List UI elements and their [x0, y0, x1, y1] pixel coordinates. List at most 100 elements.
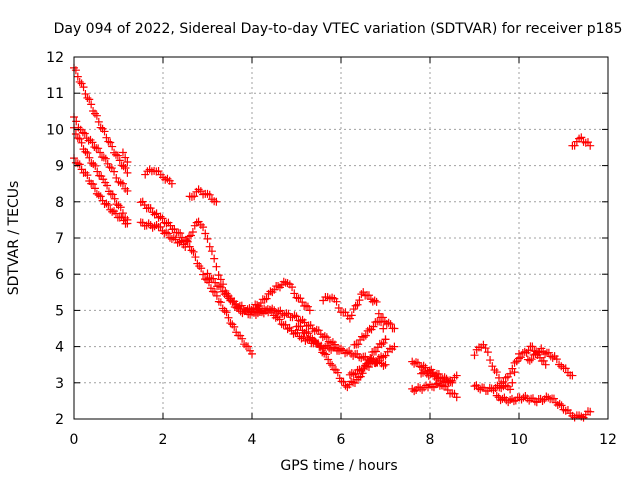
data-point: [303, 302, 312, 311]
series-arc-10: [203, 269, 314, 315]
data-point: [162, 228, 171, 237]
data-point: [555, 399, 564, 408]
data-point: [185, 232, 194, 241]
data-point: [539, 356, 548, 365]
series-arc-2: [70, 113, 132, 195]
data-point: [379, 324, 388, 333]
data-point: [77, 138, 86, 147]
data-point: [260, 304, 269, 313]
data-point: [238, 334, 247, 343]
data-point: [222, 308, 231, 317]
data-point: [314, 339, 323, 348]
data-point: [197, 264, 206, 273]
data-point: [517, 395, 526, 404]
data-point: [99, 175, 108, 184]
data-point: [470, 382, 479, 391]
data-point: [292, 293, 301, 302]
data-point: [94, 117, 103, 126]
data-point: [508, 364, 517, 373]
data-point: [415, 362, 424, 371]
data-point: [561, 364, 570, 373]
data-point: [84, 136, 93, 145]
data-point: [75, 160, 84, 169]
data-point: [103, 159, 112, 168]
data-point: [170, 224, 179, 233]
data-point: [230, 322, 239, 331]
data-point: [162, 219, 171, 228]
data-point: [506, 369, 515, 378]
data-point: [94, 144, 103, 153]
data-point: [386, 320, 395, 329]
data-point: [288, 283, 297, 292]
data-point: [419, 361, 428, 370]
data-point: [410, 359, 419, 368]
data-point: [499, 377, 508, 386]
data-point: [203, 234, 212, 243]
data-point: [253, 300, 262, 309]
data-point: [378, 313, 387, 322]
y-axis-label: SDTVAR / TECUs: [6, 181, 22, 296]
data-point: [77, 79, 86, 88]
data-point: [413, 358, 422, 367]
series-arc-9: [185, 185, 221, 206]
data-point: [369, 322, 378, 331]
data-point: [357, 354, 366, 363]
series-arc-18: [417, 367, 461, 402]
data-point: [277, 320, 286, 329]
data-point: [481, 344, 490, 353]
data-point: [371, 347, 380, 356]
data-point: [441, 382, 450, 391]
data-point: [199, 270, 208, 279]
x-axis-label: GPS time / hours: [280, 458, 397, 474]
data-point: [339, 377, 348, 386]
data-point: [73, 72, 82, 81]
data-point: [538, 396, 547, 405]
data-point: [216, 298, 225, 307]
data-point: [256, 308, 265, 317]
series-arc-21: [492, 391, 595, 422]
data-point: [101, 154, 110, 163]
data-point: [113, 151, 122, 160]
data-point: [75, 134, 84, 143]
data-point: [296, 322, 305, 331]
data-point: [234, 303, 243, 312]
data-point: [355, 365, 364, 374]
data-point: [316, 343, 325, 352]
y-tick-label: 2: [55, 412, 64, 428]
data-point: [306, 321, 315, 330]
data-point: [81, 89, 90, 98]
data-point: [93, 167, 102, 176]
data-point: [256, 299, 265, 308]
data-point: [299, 332, 308, 341]
data-point: [361, 361, 370, 370]
data-point: [483, 348, 492, 357]
data-point: [224, 313, 233, 322]
data-point: [432, 374, 441, 383]
data-point: [190, 192, 199, 201]
data-point: [422, 381, 431, 390]
data-point: [368, 357, 377, 366]
grid: [74, 57, 608, 419]
data-point: [191, 253, 200, 262]
data-point: [384, 318, 393, 327]
y-tick-label: 3: [55, 376, 64, 392]
data-point: [207, 247, 216, 256]
data-point: [169, 233, 178, 242]
data-point: [121, 153, 130, 162]
data-point: [189, 247, 198, 256]
data-point: [237, 301, 246, 310]
data-point: [123, 157, 132, 166]
data-point: [516, 353, 525, 362]
data-point: [110, 167, 119, 176]
data-point: [325, 344, 334, 353]
data-point: [248, 349, 256, 358]
data-point: [410, 387, 419, 396]
data-point: [91, 161, 100, 170]
x-tick-label: 0: [70, 432, 79, 448]
data-point: [209, 274, 218, 283]
data-point: [370, 296, 379, 305]
data-point: [183, 236, 192, 245]
data-point: [300, 318, 309, 327]
data-point: [83, 171, 92, 180]
data-point: [244, 342, 253, 351]
